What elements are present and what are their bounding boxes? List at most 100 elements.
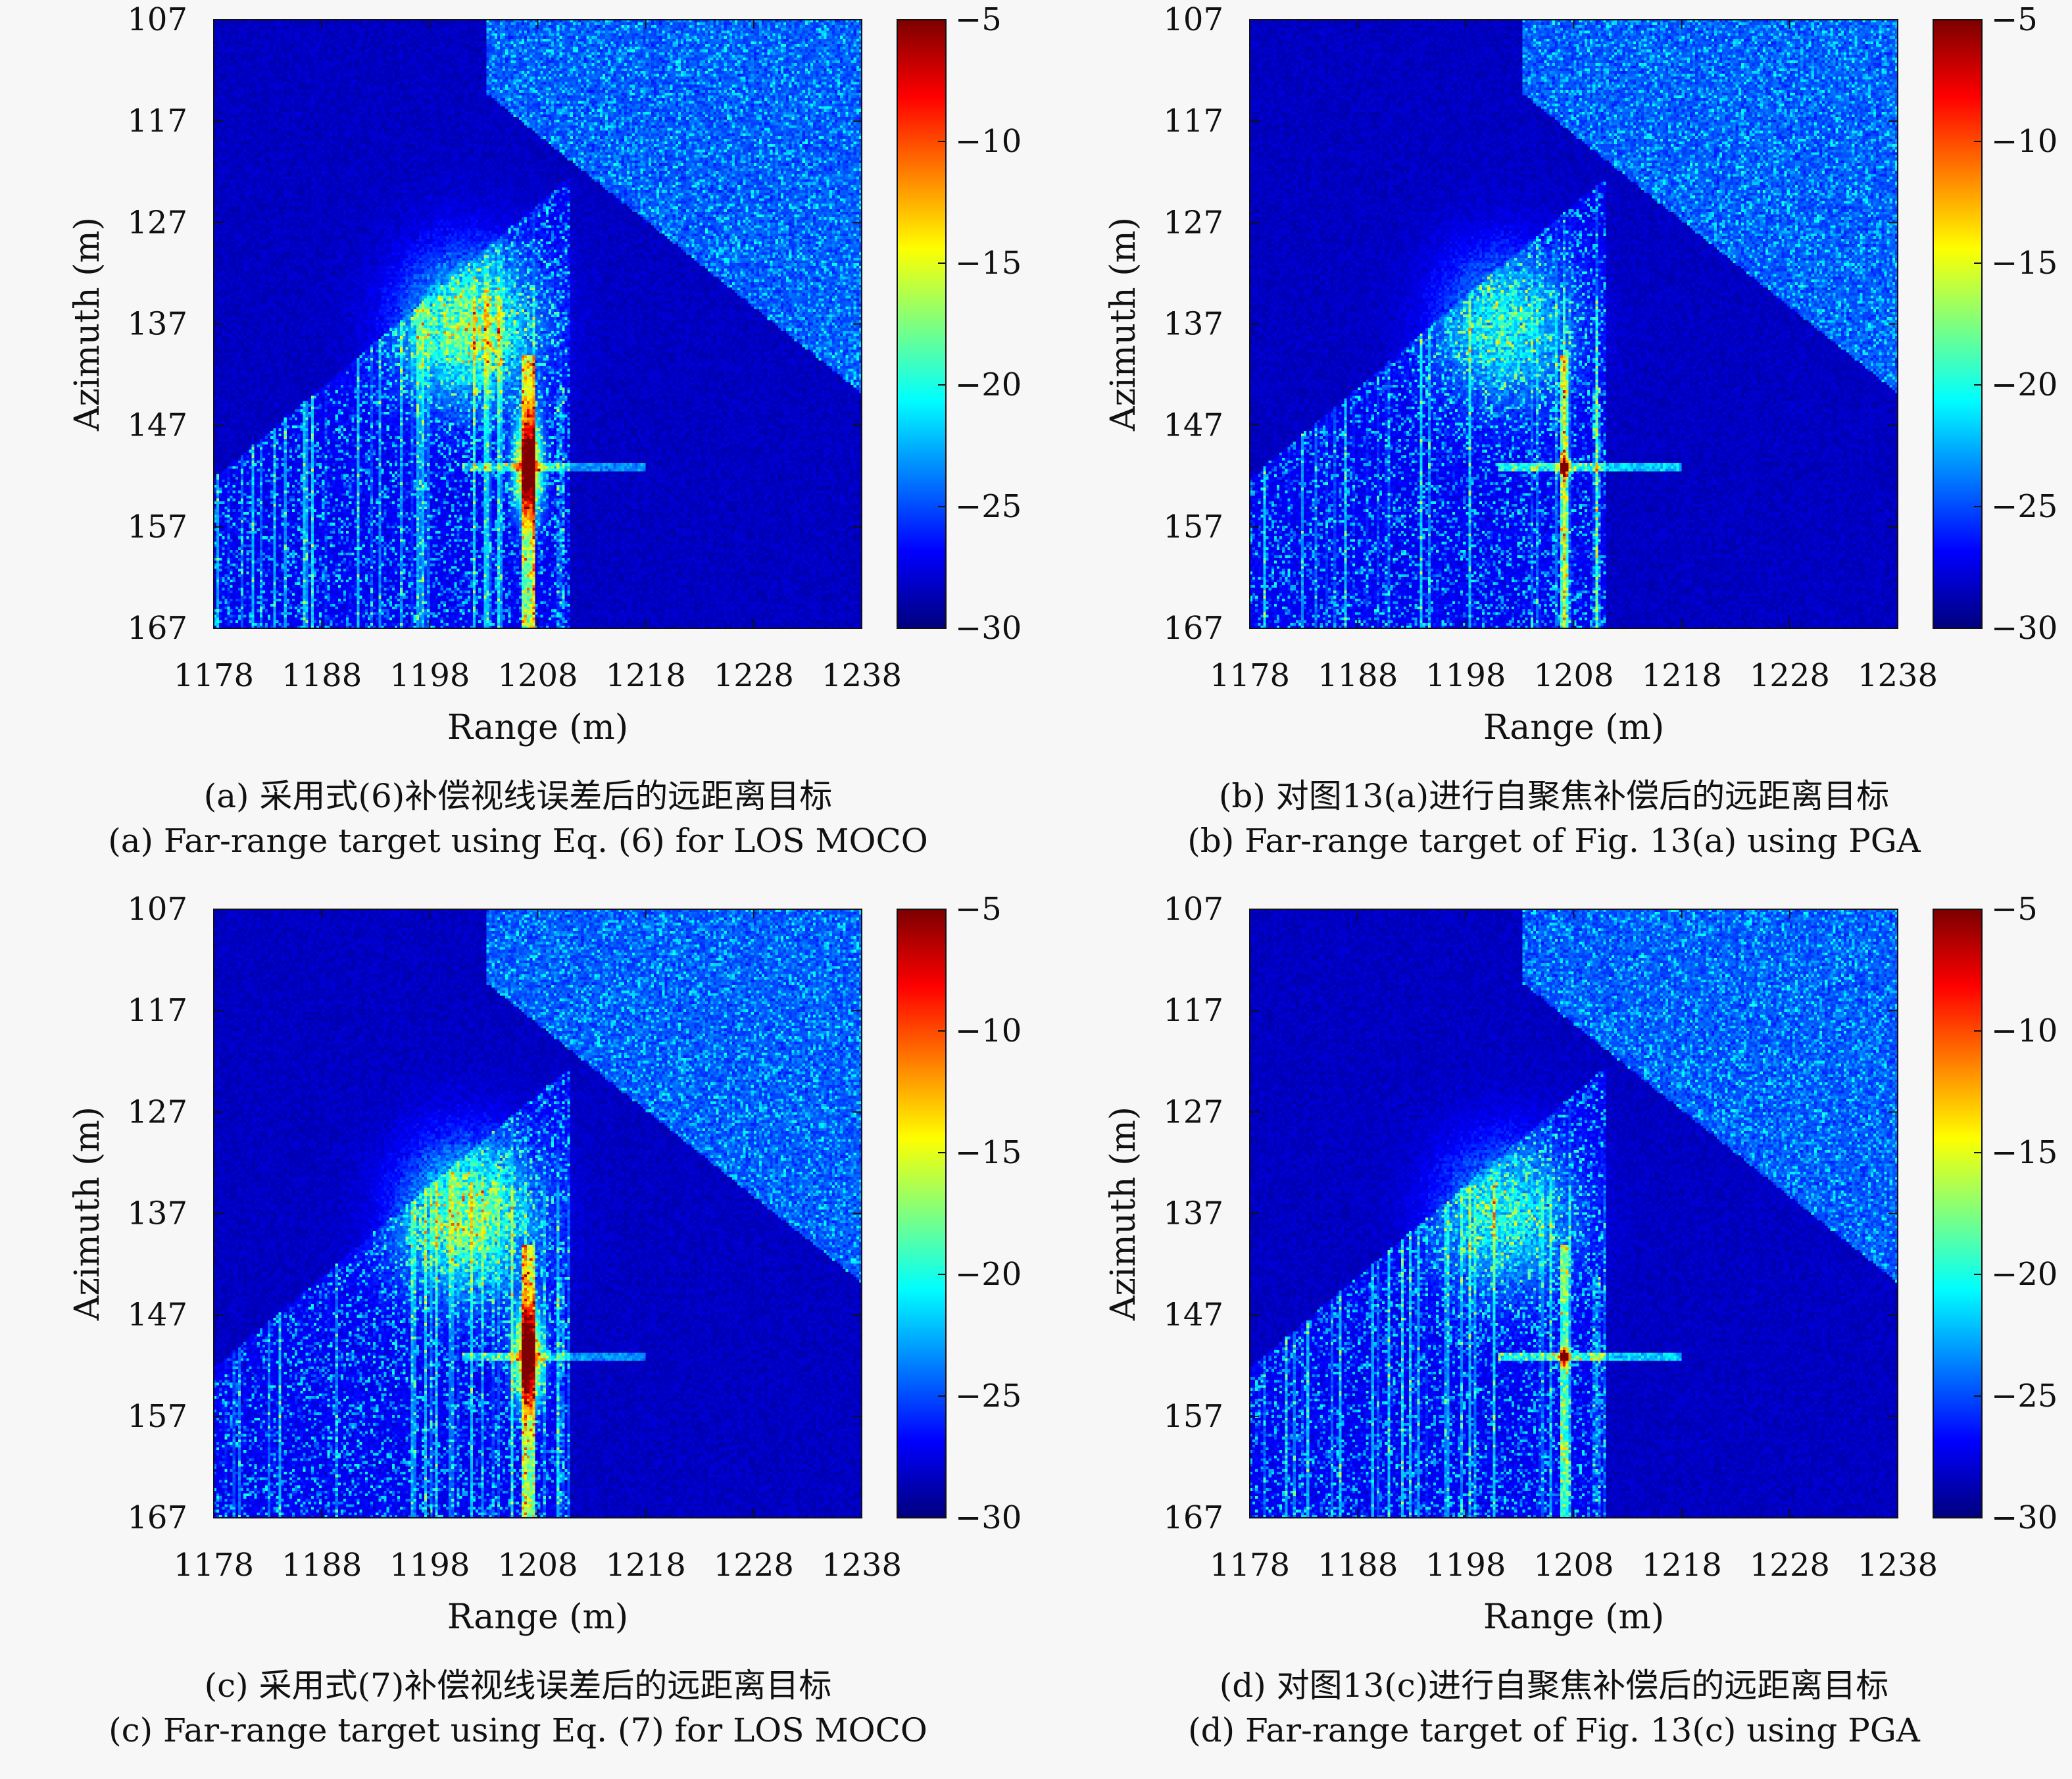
caption-chinese: (a) 采用式(6)补偿视线误差后的远距离目标 <box>203 777 833 815</box>
x-tick-label: 1198 <box>1425 1547 1506 1584</box>
y-tick-label: 167 <box>1163 1499 1223 1536</box>
colorbar <box>1933 20 1982 628</box>
x-tick-label: 1178 <box>174 1547 254 1584</box>
x-tick-label: 1218 <box>606 1547 686 1584</box>
colorbar-frame <box>1933 909 1983 1518</box>
y-tick-label: 107 <box>127 891 187 928</box>
colorbar-tick-label: −15 <box>955 1134 1022 1171</box>
x-tick-label: 1188 <box>1318 1547 1398 1584</box>
y-tick-label: 117 <box>1163 992 1223 1029</box>
y-tick-label: 127 <box>127 1093 187 1130</box>
colorbar-tick-label: −20 <box>955 1256 1022 1293</box>
x-tick-label: 1178 <box>174 657 254 694</box>
y-tick-label: 147 <box>1163 407 1223 444</box>
colorbar-tick-label: −30 <box>1991 610 2058 647</box>
colorbar <box>897 909 946 1518</box>
x-tick-label: 1218 <box>1642 657 1722 694</box>
y-tick-label: 157 <box>1163 1398 1223 1435</box>
y-tick-label: 107 <box>127 1 187 38</box>
chart-panel-d: 1178 1188 1198 1208 1218 1228 1238 107 117 127 137… <box>1036 890 2072 1779</box>
chart-axes: 1178 1188 1198 1208 1218 1228 1238 107 117 127 137… <box>68 891 1022 1637</box>
y-tick-label: 107 <box>1163 1 1223 38</box>
y-tick-label: 167 <box>127 610 187 647</box>
y-tick-label: 117 <box>1163 103 1223 139</box>
plot-frame <box>1249 909 1898 1518</box>
y-tick-label: 157 <box>127 1398 187 1435</box>
y-tick-label: 117 <box>127 103 187 139</box>
colorbar-frame <box>1933 19 1983 629</box>
colorbar-tick-label: −5 <box>1991 891 2038 928</box>
caption-chinese: (b) 对图13(a)进行自聚焦补偿后的远距离目标 <box>1218 777 1890 815</box>
heatmap-image <box>1250 909 1898 1518</box>
colorbar-tick-label: −15 <box>1991 245 2058 282</box>
y-axis-label: Azimuth (m) <box>68 1107 107 1321</box>
plot-frame <box>213 909 862 1518</box>
x-tick-label: 1188 <box>282 1547 362 1584</box>
chart-panel-c: 1178 1188 1198 1208 1218 1228 1238 107 117 127 137… <box>0 890 1036 1779</box>
colorbar-tick-label: −5 <box>955 891 1002 928</box>
y-tick-label: 127 <box>1163 1093 1223 1130</box>
colorbar-tick-label: −30 <box>955 1499 1022 1536</box>
colorbar-tick-label: −10 <box>955 123 1022 160</box>
colorbar-tick-label: −20 <box>955 366 1022 403</box>
caption-english: (c) Far-range target using Eq. (7) for L… <box>109 1711 927 1749</box>
y-tick-label: 147 <box>1163 1297 1223 1334</box>
x-tick-label: 1188 <box>1318 657 1398 694</box>
y-tick-label: 157 <box>1163 509 1223 545</box>
y-axis-label: Azimuth (m) <box>1104 217 1143 432</box>
colorbar <box>897 20 946 628</box>
caption-chinese: (c) 采用式(7)补偿视线误差后的远距离目标 <box>204 1666 832 1705</box>
x-tick-label: 1198 <box>389 1547 470 1584</box>
x-tick-label: 1198 <box>1425 657 1506 694</box>
x-tick-label: 1228 <box>1750 657 1830 694</box>
x-tick-label: 1238 <box>822 657 902 694</box>
y-tick-label: 157 <box>127 509 187 545</box>
colorbar-tick-label: −10 <box>955 1013 1022 1049</box>
caption-english: (a) Far-range target using Eq. (6) for L… <box>108 822 928 860</box>
caption-chinese: (d) 对图13(c)进行自聚焦补偿后的远距离目标 <box>1219 1666 1889 1705</box>
colorbar-tick-label: −15 <box>1991 1134 2058 1171</box>
x-tick-label: 1208 <box>1533 1547 1614 1584</box>
y-tick-label: 167 <box>1163 610 1223 647</box>
x-tick-label: 1228 <box>714 1547 794 1584</box>
colorbar-tick-label: −25 <box>1991 488 2058 525</box>
colorbar-tick-label: −30 <box>1991 1499 2058 1536</box>
y-tick-label: 137 <box>1163 1195 1223 1232</box>
plot-frame <box>213 19 862 629</box>
chart-axes: 1178 1188 1198 1208 1218 1228 1238 107 117 127 137… <box>1104 1 2058 747</box>
x-tick-label: 1228 <box>1750 1547 1830 1584</box>
plot-frame <box>1249 19 1898 629</box>
y-tick-label: 147 <box>127 1297 187 1334</box>
x-tick-label: 1238 <box>822 1547 902 1584</box>
colorbar <box>1933 909 1982 1518</box>
x-tick-label: 1178 <box>1210 1547 1290 1584</box>
colorbar-tick-label: −5 <box>1991 1 2038 38</box>
chart-panel-a: 1178 1188 1198 1208 1218 1228 1238 107 117 127 137… <box>0 0 1036 890</box>
x-tick-label: 1178 <box>1210 657 1290 694</box>
colorbar-tick-label: −25 <box>1991 1378 2058 1415</box>
colorbar-tick-label: −20 <box>1991 366 2058 403</box>
colorbar-tick-label: −10 <box>1991 1013 2058 1049</box>
x-axis-label: Range (m) <box>447 1597 628 1637</box>
x-tick-label: 1238 <box>1858 657 1938 694</box>
x-tick-label: 1218 <box>606 657 686 694</box>
x-tick-label: 1208 <box>1533 657 1614 694</box>
x-axis-label: Range (m) <box>1483 1597 1664 1637</box>
heatmap-image <box>1250 20 1898 628</box>
colorbar-tick-label: −5 <box>955 1 1002 38</box>
x-tick-label: 1218 <box>1642 1547 1722 1584</box>
x-tick-label: 1198 <box>389 657 470 694</box>
colorbar-tick-label: −30 <box>955 610 1022 647</box>
colorbar-tick-label: −25 <box>955 1378 1022 1415</box>
y-tick-label: 137 <box>127 306 187 343</box>
y-tick-label: 117 <box>127 992 187 1029</box>
heatmap-image <box>214 909 862 1518</box>
x-axis-label: Range (m) <box>447 708 628 747</box>
caption-english: (d) Far-range target of Fig. 13(c) using… <box>1188 1711 1920 1749</box>
chart-axes: 1178 1188 1198 1208 1218 1228 1238 107 117 127 137… <box>1104 891 2058 1637</box>
caption-english: (b) Far-range target of Fig. 13(a) using… <box>1187 822 1921 860</box>
y-axis-label: Azimuth (m) <box>1104 1107 1143 1321</box>
colorbar-tick-label: −25 <box>955 488 1022 525</box>
x-axis-label: Range (m) <box>1483 708 1664 747</box>
x-tick-label: 1238 <box>1858 1547 1938 1584</box>
